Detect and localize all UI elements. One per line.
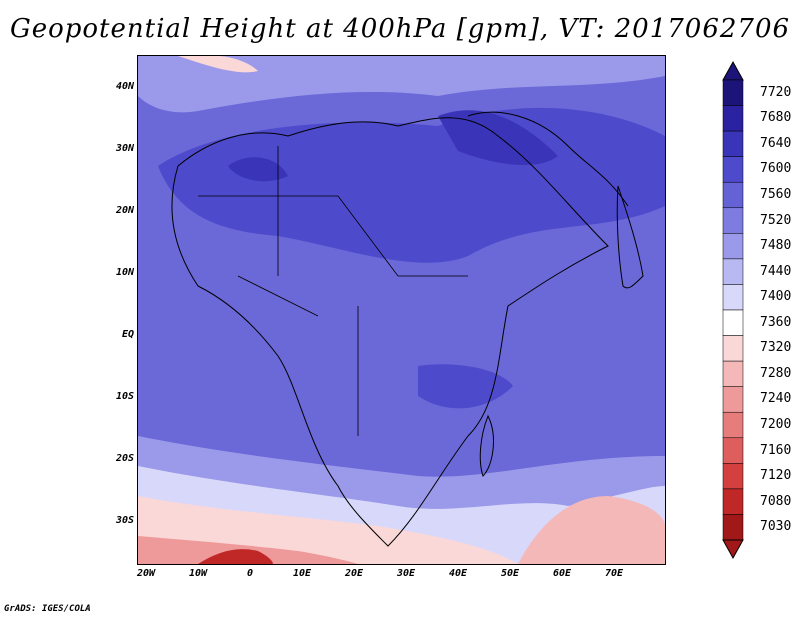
lon-label-70e: 70E [604,568,624,579]
lat-label-40n: 40N [115,81,134,92]
colorbar-label: 7080 [760,493,792,509]
colorbar-arrow-bottom [722,539,744,560]
lon-label-50e: 50E [500,568,520,579]
madagascar-coastline [479,414,494,477]
colorbar [722,60,744,560]
colorbar-label: 7280 [760,365,792,381]
lon-label-10e: 10E [292,568,312,579]
colorbar-label: 7120 [760,468,792,484]
colorbar-label: 7720 [760,84,792,100]
field-low-core [198,549,273,564]
field-north-warm [178,56,258,73]
field-high-core-sahara [228,157,288,182]
colorbar-swatches [722,60,744,560]
colorbar-arrow-top [722,60,744,81]
colorbar-label: 7360 [760,314,792,330]
lat-label-30n: 30N [115,143,134,154]
lon-label-60e: 60E [552,568,572,579]
colorbar-swatch [722,437,744,464]
colorbar-label: 7520 [760,212,792,228]
lon-label-10w: 10W [188,568,208,579]
colorbar-label: 7560 [760,187,792,202]
map-panel [137,55,666,565]
colorbar-swatch [722,284,744,311]
colorbar-swatch [722,463,744,490]
credit-text: GrADS: IGES/COLA [4,604,91,614]
colorbar-label: 7030 [760,519,792,535]
colorbar-label: 7440 [760,263,792,279]
colorbar-label: 7640 [760,135,792,151]
lat-label-eq: EQ [121,329,134,340]
lat-label-20n: 20N [115,205,134,216]
colorbar-label: 7680 [760,110,792,126]
colorbar-swatch [722,79,744,106]
colorbar-label: 7600 [760,161,792,177]
colorbar-swatch [722,360,744,387]
colorbar-swatch [722,386,744,413]
colorbar-label: 7480 [760,238,792,254]
colorbar-label: 7400 [760,289,792,305]
lon-label-30e: 30E [396,568,416,579]
colorbar-swatch [722,181,744,209]
geopotential-map [138,56,665,564]
colorbar-swatch [722,207,744,234]
colorbar-swatch [722,488,744,515]
map-title: Geopotential Height at 400hPa [gpm], VT:… [9,14,791,44]
lat-label-20s: 20S [115,453,134,464]
arabia-coastline [467,111,629,207]
colorbar-swatch [722,411,744,439]
lat-label-30s: 30S [115,515,134,526]
lat-label-10s: 10S [115,391,134,402]
colorbar-label: 7160 [760,442,792,458]
colorbar-label: 7320 [760,340,792,356]
lon-label-40e: 40E [448,568,468,579]
colorbar-swatch [722,258,744,285]
colorbar-swatch [722,514,744,541]
india-coastline [616,185,644,289]
field-north-edge [138,56,665,113]
field-band-east-warm [518,496,665,564]
colorbar-label: 7200 [760,417,792,432]
africa-coastline [171,117,609,547]
country-borders [198,146,468,436]
colorbar-swatch [722,309,744,336]
field-high-core-arabia [438,110,558,166]
colorbar-swatch [722,130,744,157]
colorbar-swatch [722,105,744,132]
field-high-core-south [418,364,513,409]
colorbar-swatch [722,335,744,362]
lon-label-0: 0 [246,568,254,579]
colorbar-label: 7240 [760,391,792,407]
colorbar-swatch [722,233,744,260]
colorbar-swatch [722,156,744,183]
lon-label-20w: 20W [136,568,156,579]
lat-label-10n: 10N [115,267,134,278]
lon-label-20e: 20E [344,568,364,579]
